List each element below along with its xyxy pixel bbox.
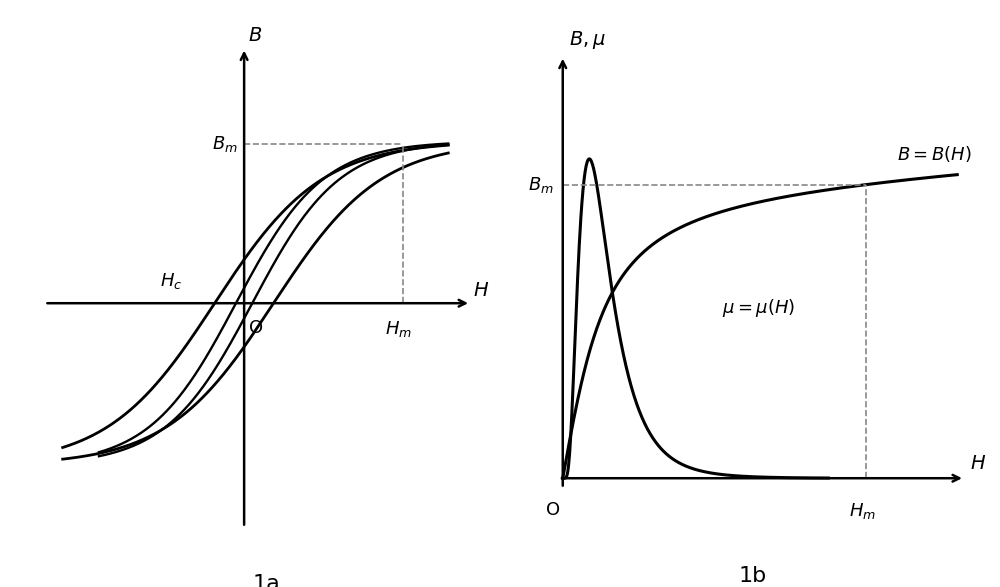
Text: H: H — [473, 281, 488, 300]
Text: 1a: 1a — [253, 573, 281, 587]
Text: H: H — [971, 454, 986, 473]
Text: $H_m$: $H_m$ — [385, 319, 412, 339]
Text: 1b: 1b — [738, 566, 767, 586]
Text: $B_m$: $B_m$ — [528, 174, 554, 195]
Text: $H_m$: $H_m$ — [849, 501, 876, 521]
Text: O: O — [546, 501, 560, 519]
Text: $\mu=\mu(H)$: $\mu=\mu(H)$ — [722, 297, 795, 319]
Text: B: B — [249, 26, 262, 45]
Text: $B,\mu$: $B,\mu$ — [569, 29, 606, 50]
Text: $B=B(H)$: $B=B(H)$ — [897, 144, 971, 164]
Text: $H_c$: $H_c$ — [160, 271, 183, 291]
Text: O: O — [249, 319, 263, 337]
Text: $B_m$: $B_m$ — [212, 134, 237, 154]
